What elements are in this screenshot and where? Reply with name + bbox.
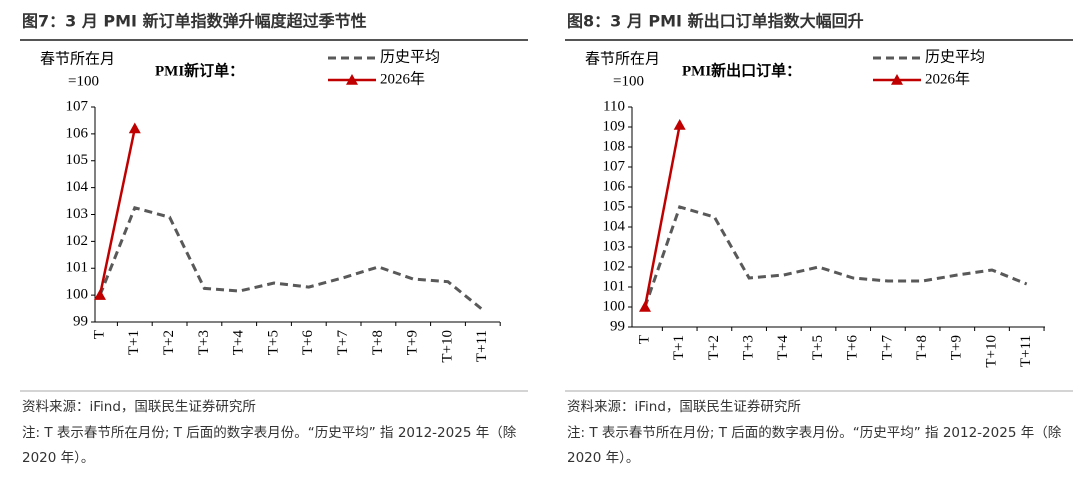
x-tick-label: T+2	[161, 330, 177, 355]
x-tick-label: T+11	[474, 330, 490, 362]
x-tick-label: T+3	[196, 330, 212, 355]
y-tick-label: 102	[603, 258, 626, 274]
legend-label: 历史平均	[925, 48, 985, 65]
y-tick-label: 105	[66, 152, 89, 168]
y-tick-label: 99	[73, 313, 88, 329]
x-tick-label: T+5	[265, 330, 281, 355]
y-tick-label: 107	[66, 98, 89, 114]
x-tick-label: T+4	[231, 330, 247, 356]
y-tick-label: 107	[603, 158, 626, 174]
y-tick-label: 103	[66, 206, 89, 222]
x-tick-label: T	[91, 330, 107, 339]
legend-marker	[346, 74, 358, 85]
series-line	[643, 205, 1028, 308]
note: 注: T 表示春节所在月份; T 后面的数字表月份。“历史平均” 指 2012-…	[567, 425, 1062, 466]
x-tick-label: T+3	[741, 335, 757, 360]
y-tick-label: 99	[610, 318, 625, 334]
y-tick-label: 109	[603, 118, 626, 134]
y-axis-label: 春节所在月	[585, 50, 660, 67]
inner-label: PMI新订单：	[155, 61, 244, 79]
legend-label: 2026年	[925, 70, 970, 87]
x-tick-label: T+8	[370, 330, 386, 355]
series-line	[98, 205, 484, 312]
series-line	[98, 128, 137, 296]
x-tick-label: T+8	[914, 335, 930, 360]
y-tick-label: 105	[603, 198, 626, 214]
y-tick-label: 104	[603, 218, 626, 234]
note: 注: T 表示春节所在月份; T 后面的数字表月份。“历史平均” 指 2012-…	[22, 425, 517, 466]
x-tick-label: T+1	[126, 330, 142, 355]
y-tick-label: 110	[603, 98, 625, 114]
x-tick-label: T+9	[949, 335, 965, 360]
y-tick-label: 100	[603, 298, 626, 314]
x-tick-label: T+10	[439, 330, 455, 363]
point-marker	[94, 289, 106, 300]
legend-label: 历史平均	[380, 48, 440, 65]
x-tick-label: T+1	[671, 335, 687, 360]
legend-label: 2026年	[380, 70, 425, 87]
y-tick-label: 104	[66, 179, 89, 195]
point-marker	[673, 119, 686, 130]
y-tick-label: 103	[603, 238, 626, 254]
y-axis-label: =100	[613, 73, 644, 89]
y-tick-label: 100	[66, 287, 89, 303]
source: 资料来源：iFind，国联民生证券研究所	[22, 399, 256, 415]
y-tick-label: 101	[603, 278, 626, 294]
x-tick-label: T+2	[706, 335, 722, 360]
x-tick-label: T+9	[405, 330, 421, 355]
y-axis-label: 春节所在月	[40, 50, 115, 67]
legend-marker	[891, 74, 903, 85]
y-tick-label: 101	[66, 260, 89, 276]
y-axis-label: =100	[68, 73, 99, 89]
x-tick-label: T+7	[879, 335, 895, 361]
y-tick-label: 108	[603, 138, 626, 154]
point-marker	[128, 122, 141, 134]
series-line	[643, 124, 681, 308]
x-tick-label: T+10	[983, 335, 999, 368]
chart-title: 图7：3 月 PMI 新订单指数弹升幅度超过季节性	[22, 12, 367, 31]
x-tick-label: T+7	[335, 330, 351, 356]
chart-title: 图8：3 月 PMI 新出口订单指数大幅回升	[567, 12, 864, 31]
x-tick-label: T	[636, 335, 652, 344]
source: 资料来源：iFind，国联民生证券研究所	[567, 399, 801, 415]
x-tick-label: T+11	[1018, 335, 1034, 367]
y-tick-label: 106	[66, 125, 89, 141]
y-tick-label: 106	[603, 178, 626, 194]
inner-label: PMI新出口订单：	[682, 61, 801, 79]
x-tick-label: T+6	[300, 330, 316, 356]
x-tick-label: T+6	[845, 335, 861, 361]
y-tick-label: 102	[66, 233, 89, 249]
x-tick-label: T+5	[810, 335, 826, 360]
x-tick-label: T+4	[775, 335, 791, 361]
point-marker	[639, 301, 651, 312]
